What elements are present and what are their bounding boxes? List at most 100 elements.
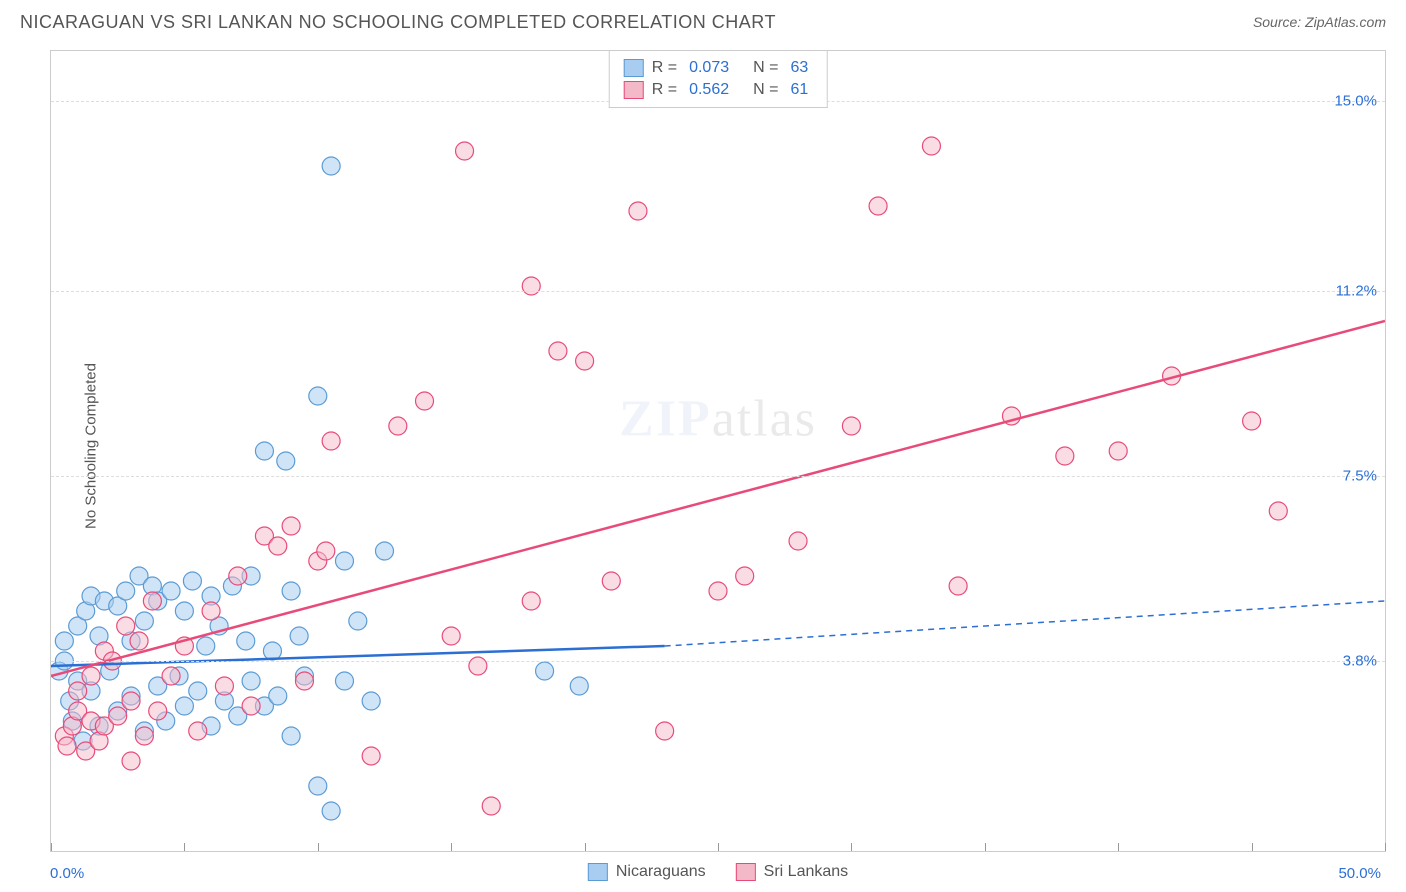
scatter-point: [175, 697, 193, 715]
scatter-point: [1109, 442, 1127, 460]
n-label-1: N =: [753, 59, 778, 77]
gridline: [51, 476, 1385, 477]
y-tick-label: 11.2%: [1336, 283, 1377, 300]
scatter-point: [69, 682, 87, 700]
x-tick: [1118, 843, 1119, 851]
scatter-point: [58, 737, 76, 755]
scatter-point: [629, 202, 647, 220]
scatter-point: [335, 672, 353, 690]
scatter-point: [82, 667, 100, 685]
gridline: [51, 661, 1385, 662]
scatter-point: [117, 582, 135, 600]
scatter-point: [215, 677, 233, 695]
scatter-point: [162, 582, 180, 600]
x-tick: [985, 843, 986, 851]
scatter-point: [1056, 447, 1074, 465]
legend-row-2: R = 0.562 N = 61: [624, 79, 813, 101]
n-label-2: N =: [753, 81, 778, 99]
scatter-point: [322, 432, 340, 450]
scatter-point: [335, 552, 353, 570]
scatter-point: [295, 672, 313, 690]
x-tick: [1385, 843, 1386, 851]
scatter-point: [376, 542, 394, 560]
r-value-2: 0.562: [689, 81, 729, 99]
scatter-point: [117, 617, 135, 635]
scatter-point: [290, 627, 308, 645]
legend-label-1: Nicaraguans: [616, 863, 706, 881]
scatter-point: [842, 417, 860, 435]
gridline: [51, 291, 1385, 292]
scatter-point: [282, 582, 300, 600]
scatter-point: [149, 702, 167, 720]
scatter-point: [389, 417, 407, 435]
scatter-point: [456, 142, 474, 160]
scatter-point: [122, 692, 140, 710]
series-legend: Nicaraguans Sri Lankans: [588, 863, 848, 881]
source-text: Source: ZipAtlas.com: [1253, 14, 1386, 32]
n-value-1: 63: [790, 59, 808, 77]
x-tick: [1252, 843, 1253, 851]
scatter-point: [522, 592, 540, 610]
plot-area: 3.8%7.5%11.2%15.0%: [51, 51, 1385, 851]
scatter-point: [602, 572, 620, 590]
correlation-legend: R = 0.073 N = 63 R = 0.562 N = 61: [609, 51, 828, 108]
legend-item-1: Nicaraguans: [588, 863, 706, 881]
scatter-point: [122, 752, 140, 770]
x-tick: [51, 843, 52, 851]
scatter-point: [175, 602, 193, 620]
scatter-point: [869, 197, 887, 215]
scatter-point: [322, 802, 340, 820]
scatter-point: [482, 797, 500, 815]
x-tick: [585, 843, 586, 851]
scatter-point: [237, 632, 255, 650]
x-tick: [851, 843, 852, 851]
scatter-point: [269, 537, 287, 555]
r-label-2: R =: [652, 81, 677, 99]
r-value-1: 0.073: [689, 59, 729, 77]
n-value-2: 61: [790, 81, 808, 99]
scatter-point: [242, 672, 260, 690]
scatter-point: [282, 727, 300, 745]
trend-line-extrapolated: [665, 601, 1385, 646]
scatter-point: [255, 442, 273, 460]
scatter-point: [322, 157, 340, 175]
scatter-point: [109, 707, 127, 725]
y-tick-label: 7.5%: [1343, 468, 1377, 485]
legend-swatch-1: [624, 59, 644, 77]
scatter-point: [309, 387, 327, 405]
scatter-point: [349, 612, 367, 630]
scatter-point: [189, 682, 207, 700]
scatter-point: [282, 517, 300, 535]
plot-svg: [51, 51, 1385, 851]
scatter-point: [416, 392, 434, 410]
scatter-point: [656, 722, 674, 740]
scatter-point: [269, 687, 287, 705]
scatter-point: [570, 677, 588, 695]
scatter-point: [317, 542, 335, 560]
scatter-point: [55, 632, 73, 650]
scatter-point: [189, 722, 207, 740]
scatter-point: [309, 777, 327, 795]
chart-area: ZIPatlas 3.8%7.5%11.2%15.0% R = 0.073 N …: [50, 50, 1386, 852]
scatter-point: [522, 277, 540, 295]
scatter-point: [162, 667, 180, 685]
scatter-point: [1243, 412, 1261, 430]
scatter-point: [263, 642, 281, 660]
x-tick: [184, 843, 185, 851]
scatter-point: [135, 727, 153, 745]
x-tick: [451, 843, 452, 851]
legend-swatch-series-2: [736, 863, 756, 881]
scatter-point: [183, 572, 201, 590]
scatter-point: [202, 602, 220, 620]
scatter-point: [922, 137, 940, 155]
scatter-point: [1269, 502, 1287, 520]
scatter-point: [135, 612, 153, 630]
scatter-point: [549, 342, 567, 360]
scatter-point: [242, 697, 260, 715]
scatter-point: [469, 657, 487, 675]
scatter-point: [277, 452, 295, 470]
scatter-point: [709, 582, 727, 600]
legend-item-2: Sri Lankans: [736, 863, 849, 881]
scatter-point: [949, 577, 967, 595]
y-tick-label: 15.0%: [1334, 93, 1377, 110]
